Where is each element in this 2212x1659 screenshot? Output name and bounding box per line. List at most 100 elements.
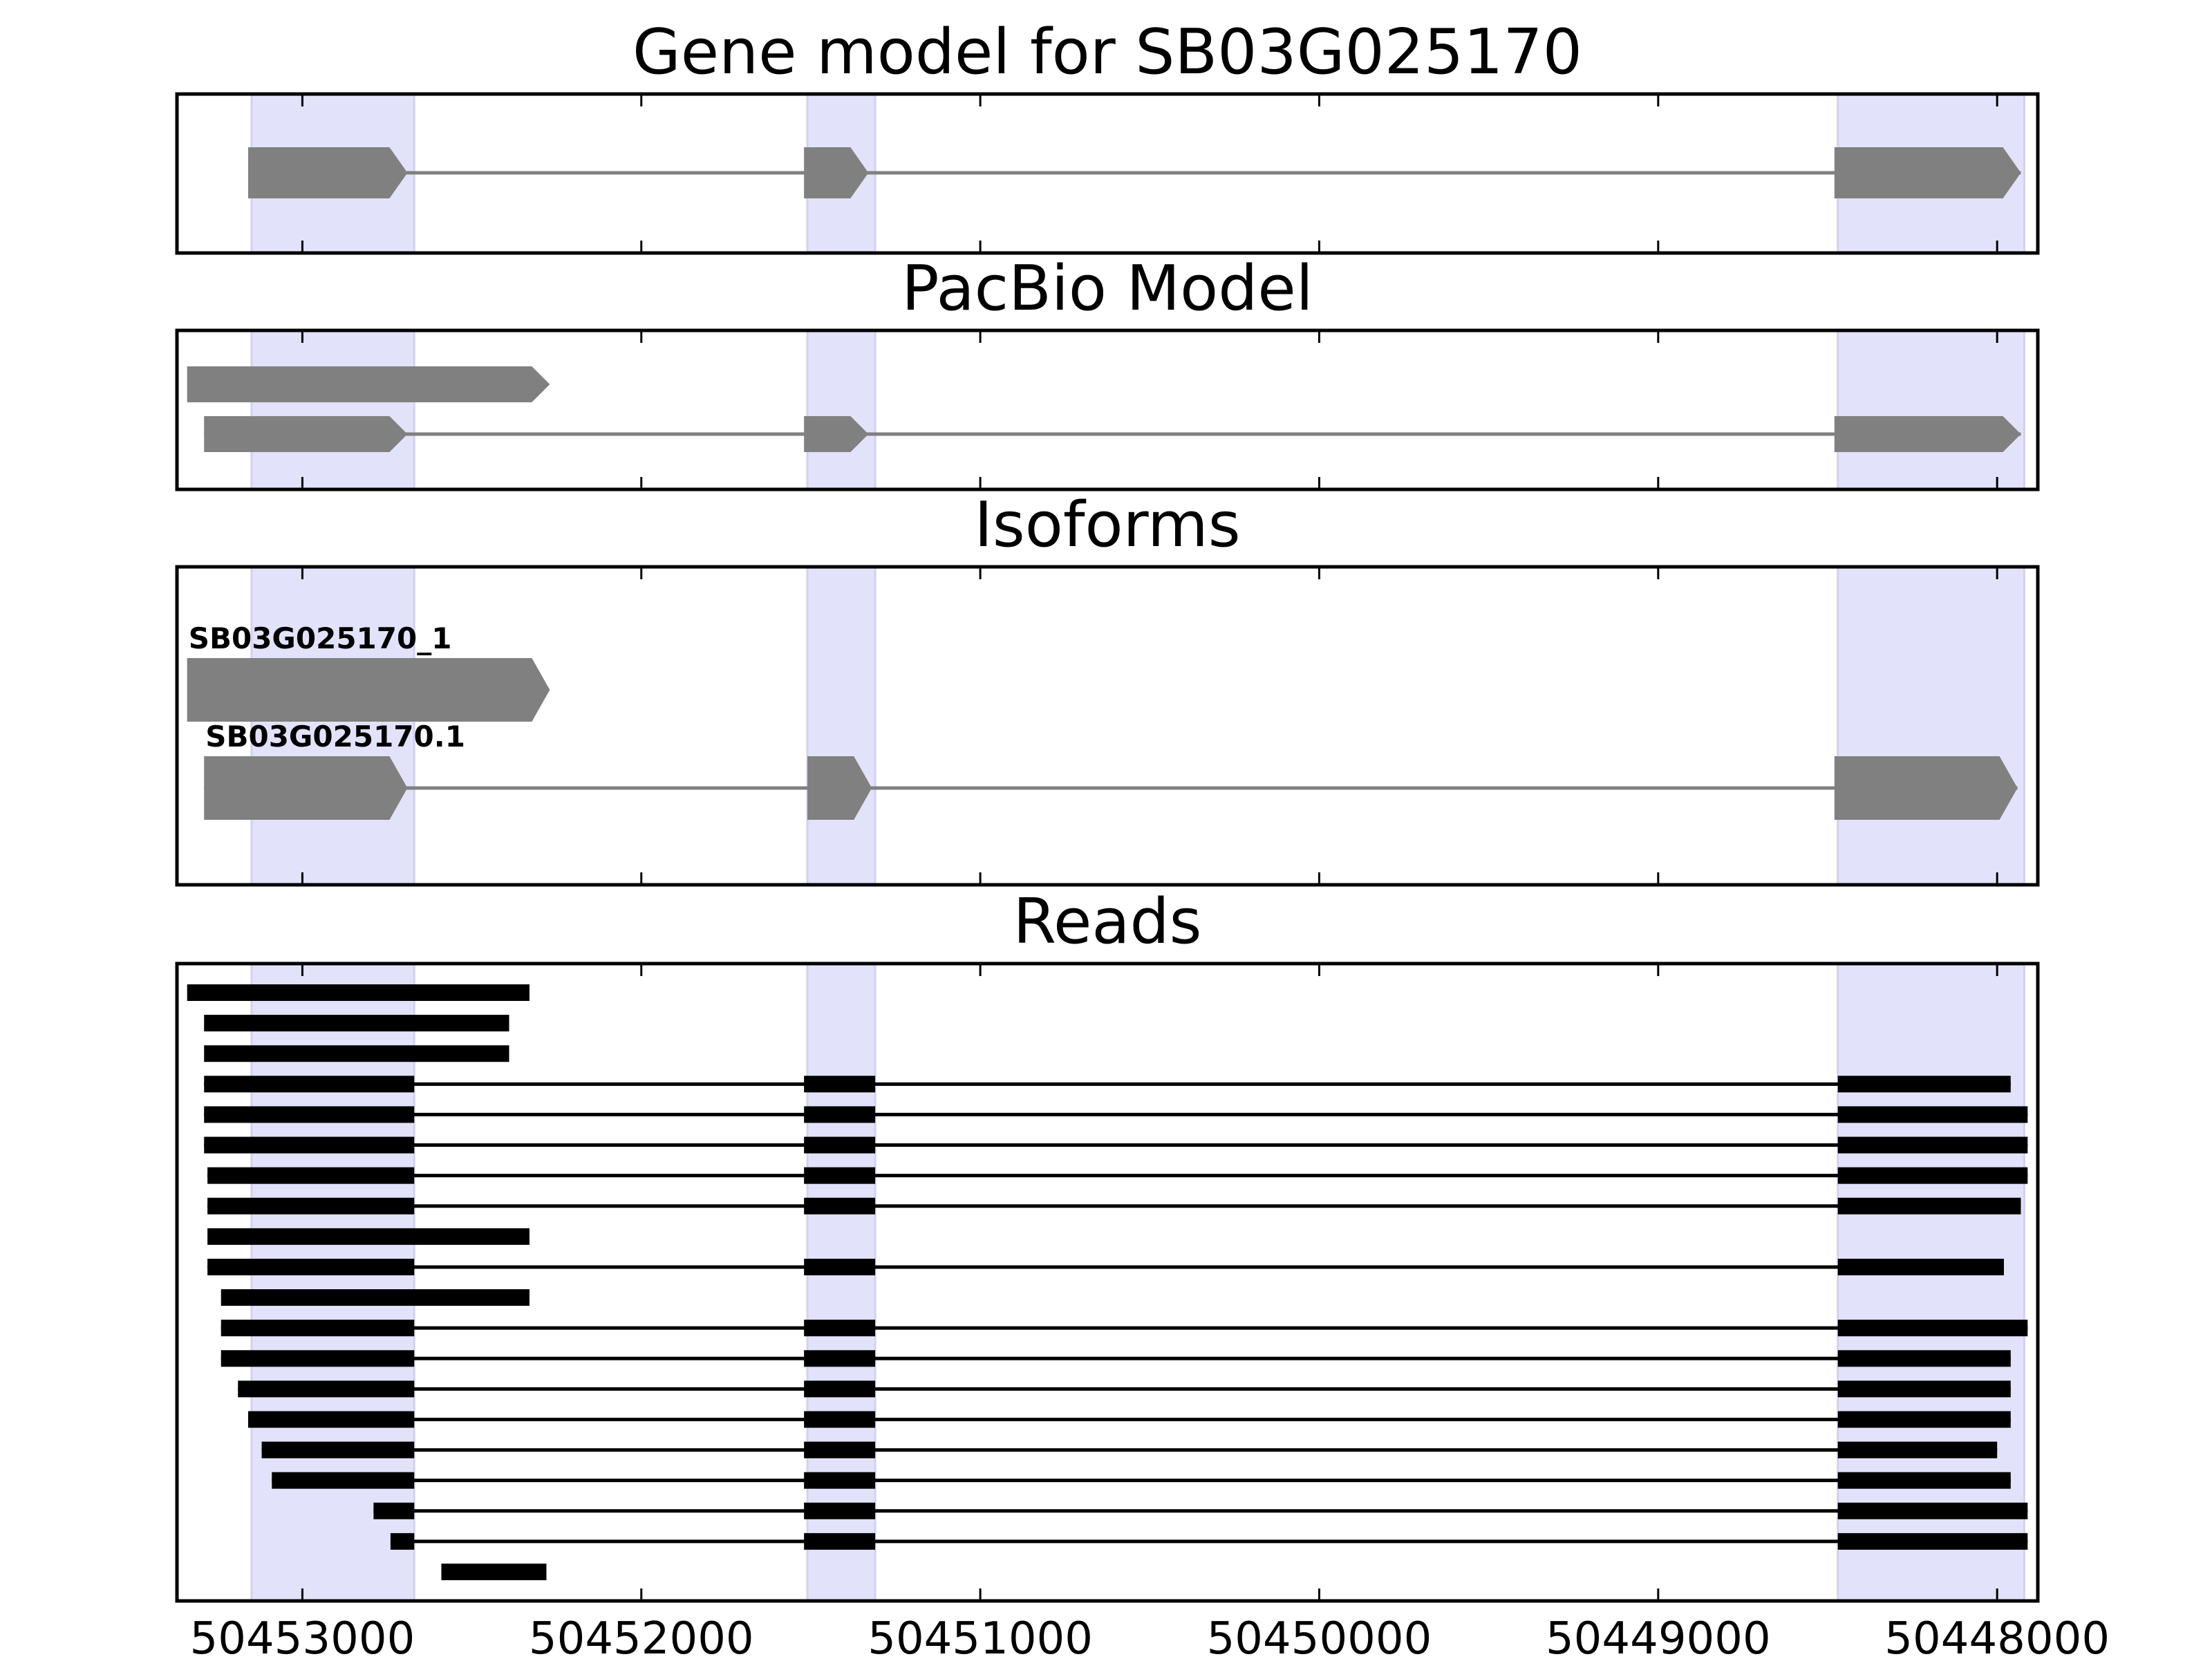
- read-exon-1: [804, 1350, 876, 1367]
- read-exon-0: [204, 1136, 415, 1154]
- panel-title: Gene model for SB03G025170: [632, 16, 1582, 88]
- read-exon-1: [804, 1472, 876, 1489]
- read-1: [204, 1015, 509, 1032]
- read-11: [221, 1320, 2028, 1337]
- read-exon-0: [204, 1015, 509, 1032]
- exon-1: [807, 756, 872, 820]
- read-exon-2: [1837, 1106, 2028, 1123]
- read-exon-0: [373, 1502, 415, 1519]
- panel-title: PacBio Model: [901, 252, 1313, 325]
- panel-title: Isoforms: [974, 489, 1240, 561]
- panel-reads-3: Reads: [175, 885, 2040, 1603]
- exon-1: [804, 147, 869, 198]
- isoform-label: SB03G025170_1: [189, 621, 452, 655]
- x-tick-label: 50452000: [529, 1613, 754, 1659]
- exon-0: [204, 756, 408, 820]
- panel-frame: [175, 328, 2040, 491]
- read-exon-2: [1837, 1320, 2028, 1337]
- highlight-region-1: [806, 565, 877, 886]
- read-exon-2: [1837, 1076, 2011, 1093]
- panel-frame: [175, 962, 2040, 1603]
- read-exon-2: [1837, 1411, 2011, 1428]
- read-exon-1: [804, 1106, 876, 1123]
- exon-2: [1834, 756, 2018, 820]
- read-exon-0: [247, 1411, 415, 1428]
- read-exon-2: [1837, 1197, 2021, 1215]
- panel-gene-1: PacBio Model: [175, 252, 2040, 491]
- exon-0: [204, 416, 408, 452]
- read-15: [261, 1441, 1998, 1459]
- panel-title: Reads: [1013, 885, 1201, 958]
- read-9: [207, 1258, 2004, 1275]
- read-14: [247, 1411, 2011, 1428]
- read-exon-1: [804, 1533, 876, 1550]
- read-exon-2: [1837, 1533, 2028, 1550]
- panel-isoform-2: SB03G025170_1 SB03G025170.1 Isoforms: [175, 489, 2040, 887]
- read-8: [207, 1228, 529, 1245]
- read-exon-2: [1837, 1502, 2028, 1519]
- x-tick-label: 50451000: [868, 1613, 1093, 1659]
- isoform-row-1: SB03G025170.1: [204, 720, 2018, 820]
- highlight-region-1: [806, 329, 877, 491]
- read-0: [187, 984, 529, 1001]
- read-exon-1: [804, 1076, 876, 1093]
- highlight-region-2: [1837, 962, 2025, 1602]
- read-exon-0: [390, 1533, 415, 1550]
- highlight-region-2: [1837, 329, 2025, 491]
- exon-0: [187, 366, 550, 402]
- read-exon-2: [1837, 1380, 2011, 1398]
- read-exon-2: [1837, 1350, 2011, 1367]
- read-exon-2: [1837, 1472, 2011, 1489]
- isoform-label: SB03G025170.1: [205, 720, 465, 753]
- read-2: [204, 1045, 509, 1062]
- read-exon-2: [1837, 1441, 1998, 1459]
- read-exon-0: [261, 1441, 415, 1459]
- read-6: [207, 1167, 2028, 1184]
- read-exon-0: [207, 1167, 415, 1184]
- read-exon-1: [804, 1441, 876, 1459]
- exon-2: [1834, 147, 2021, 198]
- read-5: [204, 1136, 2028, 1154]
- exon-2: [1834, 416, 2021, 452]
- read-exon-0: [187, 984, 529, 1001]
- read-exon-0: [207, 1197, 415, 1215]
- read-exon-1: [804, 1136, 876, 1154]
- highlight-region-0: [250, 565, 415, 886]
- panel-frame: [175, 565, 2040, 887]
- read-exon-0: [441, 1564, 547, 1580]
- read-exon-1: [804, 1380, 876, 1398]
- read-exon-0: [272, 1472, 415, 1489]
- x-tick-label: 50453000: [190, 1613, 415, 1659]
- model-row-0: [247, 147, 2021, 198]
- highlight-region-2: [1837, 565, 2025, 886]
- read-exon-1: [804, 1197, 876, 1215]
- read-4: [204, 1106, 2028, 1123]
- read-12: [221, 1350, 2011, 1367]
- read-exon-2: [1837, 1167, 2028, 1184]
- read-exon-0: [207, 1258, 415, 1275]
- x-tick-label: 50449000: [1546, 1613, 1771, 1659]
- exon-1: [804, 416, 869, 452]
- read-exon-0: [204, 1106, 415, 1123]
- read-exon-2: [1837, 1258, 2004, 1275]
- figure-panels: Gene model for SB03G025170 PacBio Model SB…: [175, 16, 2110, 1659]
- read-7: [207, 1197, 2021, 1215]
- read-exon-1: [804, 1167, 876, 1184]
- read-exon-0: [221, 1350, 415, 1367]
- read-16: [272, 1472, 2011, 1489]
- model-row-1: [204, 416, 2021, 452]
- exon-0: [247, 147, 408, 198]
- x-tick-label: 50448000: [1884, 1613, 2110, 1659]
- highlight-region-0: [250, 329, 415, 491]
- read-exon-0: [204, 1045, 509, 1062]
- read-18: [390, 1533, 2028, 1550]
- read-exon-2: [1837, 1136, 2028, 1154]
- read-exon-1: [804, 1258, 876, 1275]
- read-exon-0: [238, 1380, 415, 1398]
- exon-0: [187, 658, 550, 722]
- read-exon-0: [204, 1076, 415, 1093]
- read-exon-0: [221, 1320, 415, 1337]
- read-exon-1: [804, 1411, 876, 1428]
- panel-gene-0: Gene model for SB03G025170: [175, 16, 2040, 255]
